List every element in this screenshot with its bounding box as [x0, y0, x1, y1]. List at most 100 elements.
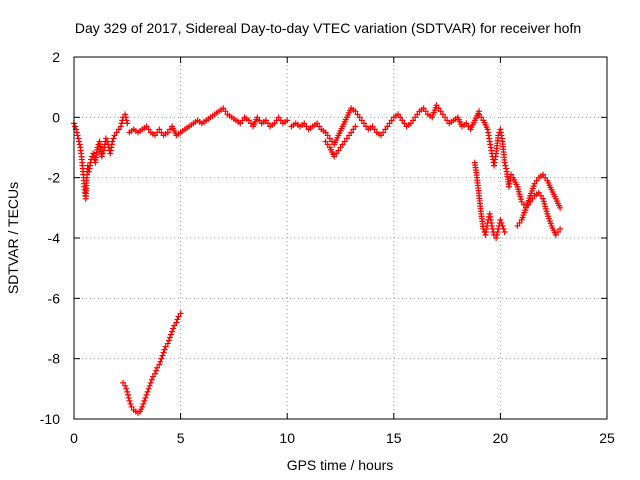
data-point-fill	[554, 228, 561, 235]
data-point-fill	[501, 156, 508, 163]
data-point-fill	[551, 193, 558, 200]
data-point-fill	[75, 138, 82, 145]
data-point	[343, 135, 350, 142]
data-point-fill	[342, 116, 349, 123]
data-point-fill	[465, 123, 472, 130]
data-point-fill	[488, 147, 495, 154]
data-point-fill	[542, 174, 549, 181]
data-point-fill	[371, 126, 378, 133]
data-point-fill	[409, 117, 416, 124]
data-point-fill	[384, 123, 391, 130]
data-point	[493, 235, 500, 241]
data-point	[166, 334, 173, 341]
data-point-fill	[166, 126, 173, 133]
y-axis-label: SDTVAR / TECUs	[5, 182, 21, 294]
data-point	[171, 322, 178, 329]
data-point	[514, 222, 521, 229]
data-point-fill	[122, 114, 129, 121]
data-point-fill	[145, 126, 152, 133]
grid	[74, 57, 607, 419]
data-point	[173, 319, 180, 326]
data-point-fill	[162, 130, 169, 137]
data-point-fill	[363, 123, 370, 130]
data-point	[75, 135, 82, 142]
data-point-fill	[533, 191, 540, 198]
data-point-fill	[418, 106, 425, 113]
data-point-fill	[79, 159, 86, 166]
data-point	[495, 225, 502, 232]
data-point-fill	[397, 114, 404, 121]
data-point-fill	[76, 141, 83, 148]
data-point-fill	[144, 388, 151, 395]
data-point-fill	[330, 151, 337, 158]
data-point-fill	[533, 177, 540, 184]
data-point-fill	[235, 118, 242, 125]
data-point-fill	[157, 358, 164, 365]
data-point-fill	[401, 120, 408, 127]
data-point	[175, 313, 182, 320]
data-point-fill	[518, 196, 525, 203]
data-point	[527, 198, 534, 205]
data-points	[71, 102, 564, 416]
data-point-fill	[489, 225, 496, 232]
data-point	[360, 120, 367, 127]
y-tick-label: -4	[48, 230, 61, 246]
data-point-fill	[333, 150, 340, 157]
data-point-fill	[375, 130, 382, 137]
data-point-fill	[338, 125, 345, 132]
data-point-fill	[498, 219, 505, 226]
data-point-fill	[461, 121, 468, 128]
data-point-fill	[230, 115, 237, 122]
data-point	[441, 114, 448, 121]
data-point-fill	[324, 132, 331, 139]
data-point-fill	[537, 173, 544, 180]
data-point-fill	[328, 138, 335, 145]
data-point-fill	[239, 117, 246, 124]
data-point-fill	[444, 117, 451, 124]
data-point-fill	[140, 400, 147, 407]
data-point-fill	[265, 120, 272, 127]
data-point-fill	[311, 121, 318, 128]
plot-frame	[73, 56, 608, 420]
data-point	[154, 364, 161, 371]
data-point	[122, 382, 129, 389]
data-point-fill	[137, 127, 144, 134]
data-point-fill	[123, 385, 130, 392]
data-point	[158, 355, 165, 362]
data-point-fill	[475, 190, 482, 197]
x-tick-label: 10	[279, 430, 295, 446]
data-point	[147, 379, 154, 386]
data-point-fill	[320, 127, 327, 134]
data-point-fill	[99, 150, 106, 157]
data-point	[322, 138, 329, 145]
data-point-fill	[483, 124, 490, 131]
y-tick-label: -2	[48, 170, 61, 186]
data-point-fill	[153, 367, 160, 374]
x-axis-label: GPS time / hours	[287, 457, 394, 473]
data-point-fill	[222, 108, 229, 115]
data-point-fill	[551, 229, 558, 236]
data-point	[122, 111, 129, 118]
data-point	[326, 135, 333, 142]
data-point-fill	[260, 118, 267, 125]
y-tick-label: 2	[52, 49, 60, 65]
data-point	[90, 150, 97, 157]
data-point-fill	[247, 120, 254, 127]
data-point-fill	[337, 144, 344, 151]
data-point	[476, 111, 483, 118]
data-point	[557, 225, 564, 232]
data-point-fill	[350, 126, 357, 133]
data-point-fill	[188, 121, 195, 128]
data-point-fill	[405, 121, 412, 128]
data-point	[499, 222, 506, 229]
x-tick-label: 20	[493, 430, 509, 446]
data-point	[156, 361, 163, 368]
data-point-fill	[299, 121, 306, 128]
data-point-fill	[253, 116, 260, 123]
data-point-fill	[179, 127, 186, 134]
data-point	[117, 123, 124, 130]
data-point-fill	[256, 117, 263, 124]
y-tick-label: -8	[48, 351, 61, 367]
data-point-fill	[159, 352, 166, 359]
data-point-fill	[457, 121, 464, 128]
